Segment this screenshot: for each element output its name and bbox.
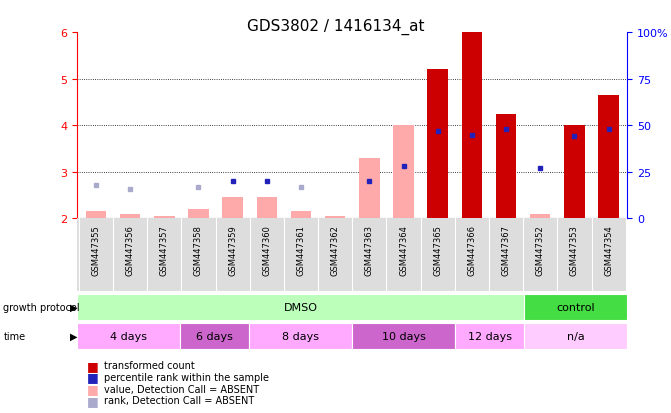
Text: GSM447358: GSM447358 <box>194 225 203 275</box>
Text: ▶: ▶ <box>70 331 78 341</box>
Bar <box>77 294 524 320</box>
Bar <box>291 212 311 219</box>
Text: rank, Detection Call = ABSENT: rank, Detection Call = ABSENT <box>104 395 254 405</box>
Text: time: time <box>3 331 25 341</box>
Text: n/a: n/a <box>567 331 584 341</box>
Text: 6 days: 6 days <box>197 331 233 341</box>
Text: GSM447357: GSM447357 <box>160 225 169 275</box>
Bar <box>189 210 209 219</box>
Bar <box>393 126 414 219</box>
Text: value, Detection Call = ABSENT: value, Detection Call = ABSENT <box>104 384 259 394</box>
Bar <box>530 214 550 219</box>
Text: GSM447356: GSM447356 <box>125 225 135 275</box>
Text: percentile rank within the sample: percentile rank within the sample <box>104 372 269 382</box>
Text: transformed count: transformed count <box>104 361 195 370</box>
Text: 10 days: 10 days <box>382 331 426 341</box>
Bar <box>427 70 448 219</box>
Bar <box>352 323 456 349</box>
Text: 12 days: 12 days <box>468 331 512 341</box>
Bar <box>359 159 380 219</box>
Text: ■: ■ <box>87 370 99 384</box>
Bar <box>456 323 524 349</box>
Bar <box>222 198 243 219</box>
Text: GSM447352: GSM447352 <box>535 225 545 275</box>
Text: ■: ■ <box>87 359 99 372</box>
Text: GSM447364: GSM447364 <box>399 225 408 275</box>
Text: DMSO: DMSO <box>284 302 317 312</box>
Text: GSM447367: GSM447367 <box>501 225 511 275</box>
Text: GSM447362: GSM447362 <box>331 225 340 275</box>
Bar <box>524 294 627 320</box>
Text: GSM447360: GSM447360 <box>262 225 271 275</box>
Text: control: control <box>556 302 595 312</box>
Text: GSM447355: GSM447355 <box>91 225 101 275</box>
Text: 4 days: 4 days <box>110 331 147 341</box>
Bar <box>249 323 352 349</box>
Bar <box>325 216 346 219</box>
Text: 8 days: 8 days <box>282 331 319 341</box>
Text: GSM447354: GSM447354 <box>604 225 613 275</box>
Text: GSM447361: GSM447361 <box>297 225 305 275</box>
Bar <box>180 323 249 349</box>
Text: GSM447366: GSM447366 <box>468 225 476 275</box>
Bar <box>524 323 627 349</box>
Bar <box>256 198 277 219</box>
Bar <box>154 216 174 219</box>
Bar <box>599 96 619 219</box>
Text: ▶: ▶ <box>70 302 78 312</box>
Bar <box>77 323 180 349</box>
Text: growth protocol: growth protocol <box>3 302 80 312</box>
Bar <box>120 214 140 219</box>
Text: ■: ■ <box>87 394 99 407</box>
Text: GSM447363: GSM447363 <box>365 225 374 275</box>
Text: GSM447353: GSM447353 <box>570 225 579 275</box>
Bar <box>462 33 482 219</box>
Bar <box>564 126 584 219</box>
Text: GDS3802 / 1416134_at: GDS3802 / 1416134_at <box>247 19 424 35</box>
Text: GSM447365: GSM447365 <box>433 225 442 275</box>
Bar <box>86 212 106 219</box>
Text: ■: ■ <box>87 382 99 395</box>
Bar <box>496 114 516 219</box>
Text: GSM447359: GSM447359 <box>228 225 237 275</box>
